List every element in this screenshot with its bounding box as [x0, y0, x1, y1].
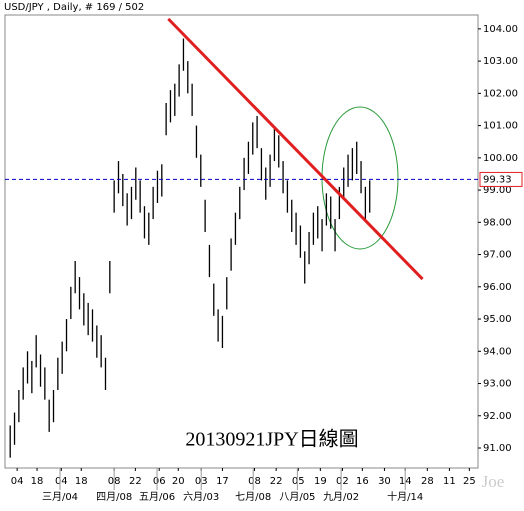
x-tick-label: 17: [216, 476, 229, 487]
y-tick-label: 101.00: [483, 121, 518, 132]
y-tick-label: 96.00: [483, 282, 512, 293]
x-tick-label: 18: [75, 476, 88, 487]
x-tick-label: 18: [31, 476, 44, 487]
month-label: 五月/06: [139, 491, 175, 503]
reference-label-box: [479, 171, 523, 187]
month-label: 四月/08: [96, 491, 132, 503]
trendline: [167, 17, 424, 281]
x-tick-label: 25: [463, 476, 476, 487]
x-tick-label: 22: [270, 476, 283, 487]
x-tick-label: 28: [421, 476, 434, 487]
y-tick-label: 100.00: [483, 153, 518, 164]
x-tick-label: 04: [55, 476, 68, 487]
annotation: 20130921JPY日線圖: [185, 428, 358, 451]
x-tick-label: 02: [336, 476, 349, 487]
y-tick-label: 104.00: [483, 24, 518, 35]
x-tick-label: 06: [153, 476, 166, 487]
month-label: 八月/05: [279, 491, 315, 503]
y-tick-label: 94.00: [483, 346, 512, 357]
y-tick-label: 99.00: [483, 185, 512, 196]
y-tick-label: 103.00: [483, 56, 518, 67]
x-tick-label: 30: [378, 476, 391, 487]
x-tick-label: 20: [172, 476, 185, 487]
y-tick-label: 92.00: [483, 411, 512, 422]
x-tick-label: 16: [356, 476, 369, 487]
x-tick-label: 11: [443, 476, 456, 487]
x-tick-label: 05: [292, 476, 305, 487]
y-tick-label: 97.00: [483, 250, 512, 261]
chart-title: USD/JPY , Daily, # 169 / 502: [4, 2, 144, 13]
month-label: 七月/08: [235, 491, 271, 503]
y-tick-label: 93.00: [483, 379, 512, 390]
reference-label: 99.33: [483, 174, 512, 185]
month-label: 十月/14: [387, 490, 423, 503]
x-tick-label: 08: [248, 476, 261, 487]
x-tick-label: 19: [314, 476, 327, 487]
x-tick-label: 22: [129, 476, 142, 487]
y-tick-label: 102.00: [483, 88, 518, 99]
y-tick-label: 95.00: [483, 314, 512, 325]
watermark: Joe: [482, 472, 505, 491]
y-tick-label: 98.00: [483, 217, 512, 228]
month-label: 六月/03: [183, 491, 219, 503]
x-tick-label: 04: [11, 476, 24, 487]
month-label: 九月/02: [323, 491, 359, 503]
month-label: 三月/04: [42, 491, 78, 503]
plot-frame: [4, 14, 479, 469]
y-tick-label: 91.00: [483, 443, 512, 454]
